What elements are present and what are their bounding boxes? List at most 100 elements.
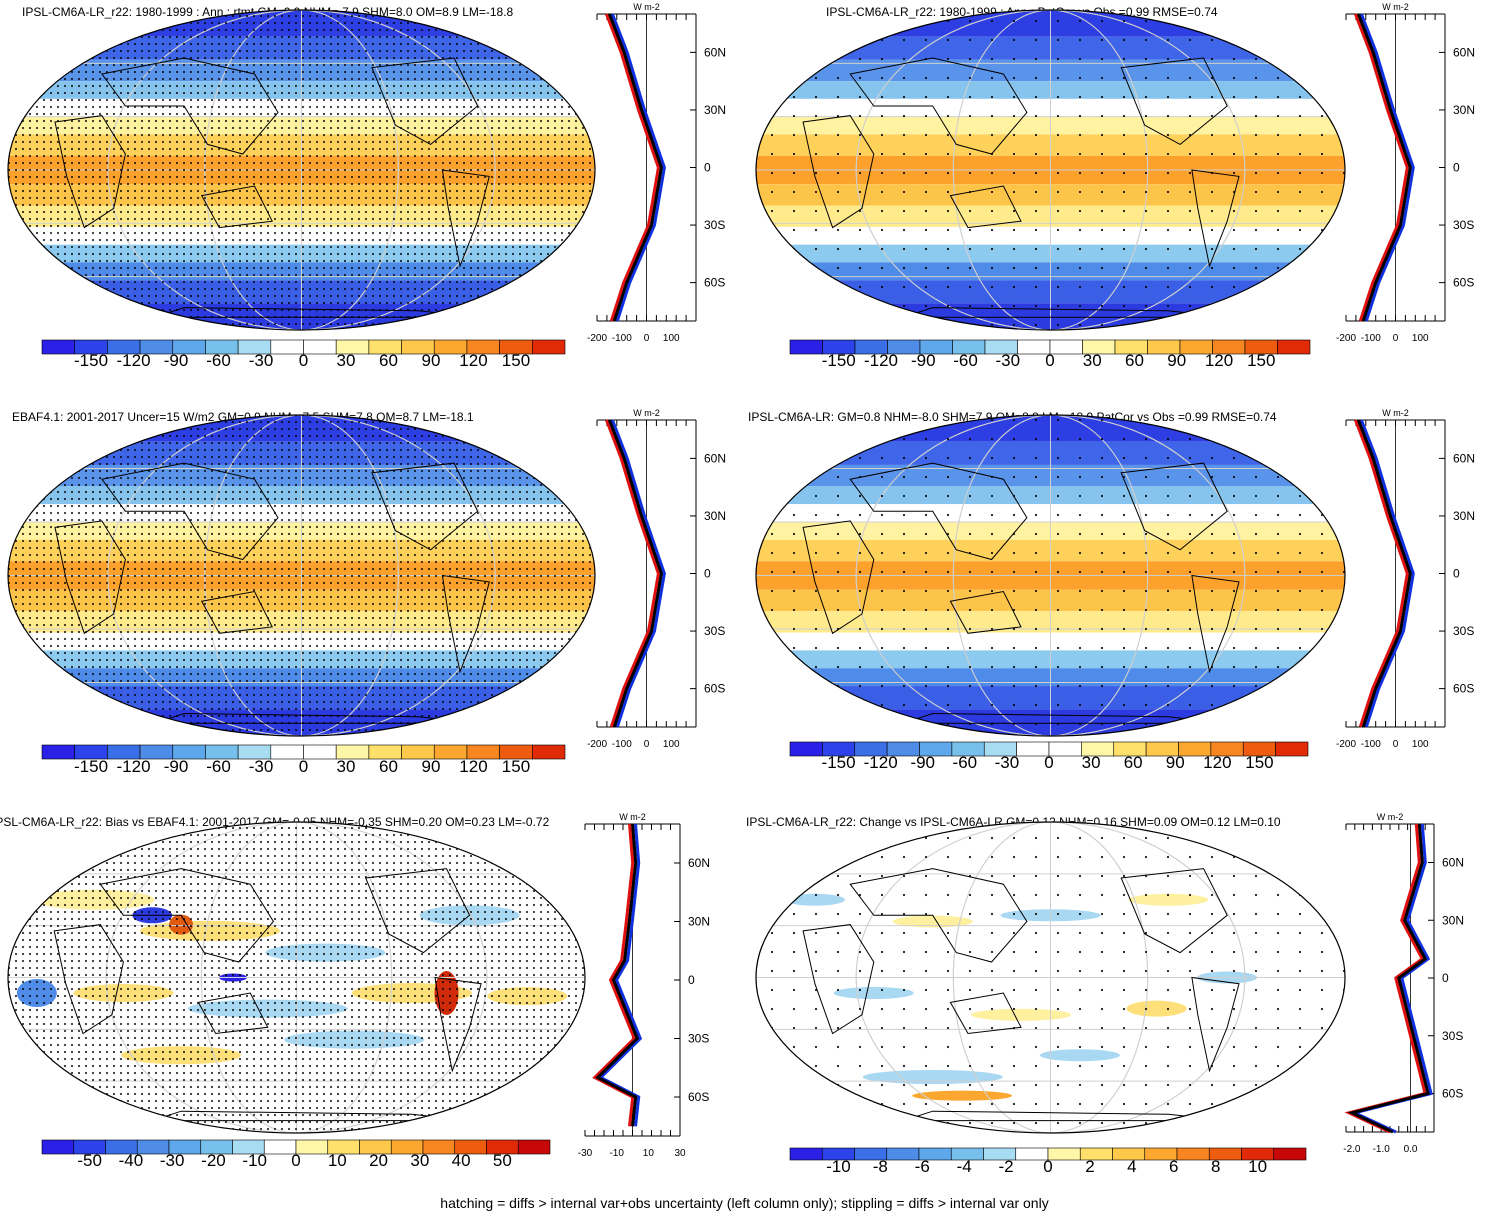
colorbar-swatch [1176,1147,1210,1161]
profile-x-tick-label: 0 [644,333,650,344]
colorbar-swatch [1275,741,1309,757]
profile-x-tick-label: 30 [674,1148,686,1159]
profile-x-tick-label: 100 [663,333,680,344]
colorbar-tick-label: 60 [379,351,398,370]
colorbar-swatch [1277,339,1311,355]
profile-y-tick-label: 60S [704,276,725,290]
colorbar-swatch [789,1147,823,1161]
colorbar-tick-label: -10 [242,1151,267,1170]
profile-series-line [605,419,660,728]
profile-y-tick-label: 60N [1453,45,1475,59]
profile-y-tick-label: 30S [1453,624,1474,638]
profile-x-tick-label: -1.0 [1373,1144,1391,1155]
colorbar-tick-label: -90 [910,753,935,772]
profile-x-tick-label: 100 [663,739,680,750]
profile-y-tick-label: 30S [704,624,725,638]
profile-series-line [611,13,666,322]
profile-x-tick-label: -10 [609,1148,624,1159]
colorbar-tick-label: 120 [459,351,487,370]
profile-series-line [1360,13,1415,322]
colorbar-tick-label: -90 [164,351,189,370]
profile-y-tick-label: 60S [688,1090,709,1104]
colorbar-tick-label: 20 [369,1151,388,1170]
colorbar-tick-label: 0 [299,351,308,370]
profile-y-tick-label: 60S [1453,682,1474,696]
colorbar-tick-label: 150 [502,757,530,776]
profile-unit-label: W m-2 [633,408,660,418]
colorbar-tick-label: -20 [201,1151,226,1170]
colorbar-tick-label: 0 [1045,351,1054,370]
colorbar-tick-label: 30 [1082,753,1101,772]
profile-x-tick-label: -100 [612,333,632,344]
colorbar-swatch [517,1139,551,1155]
colorbar-tick-label: 150 [502,351,530,370]
profile-x-tick-label: -200 [587,333,607,344]
profile-x-tick-label: 100 [1412,739,1429,750]
colorbar-tick-label: -30 [249,757,274,776]
profile-y-tick-label: 60N [704,451,726,465]
profile-series-line [595,823,640,1127]
colorbar-tick-label: 60 [1125,351,1144,370]
profile-unit-label: W m-2 [619,812,646,822]
profile-x-tick-label: 100 [1412,333,1429,344]
profile-y-tick-label: 30N [704,103,726,117]
colorbar-swatch [532,339,566,355]
profile-x-tick-label: -200 [1336,333,1356,344]
colorbar-tick-label: -120 [864,351,898,370]
profile-x-tick-label: 0 [644,739,650,750]
colorbar-tick-label: 2 [1085,1157,1094,1176]
profile-x-tick-label: -200 [1336,739,1356,750]
profile-y-tick-label: 60S [704,682,725,696]
colorbar-tick-label: -2 [999,1157,1014,1176]
profile-y-tick-label: 30N [1453,103,1475,117]
colorbar-tick-label: -90 [164,757,189,776]
profile-y-tick-label: 30S [1442,1029,1463,1043]
colorbar-tick-label: -40 [119,1151,144,1170]
profile-series-line [605,13,660,322]
profile-series-line [611,419,666,728]
profile-y-tick-label: 0 [704,161,711,175]
panel-title: IPSL-CM6A-LR_r22: Change vs IPSL-CM6A-LR… [746,815,1281,829]
zonal-profile: W m-2 -200 -100 0 100 60N 30N 0 30S 60S [1336,2,1475,344]
profile-y-tick-label: 60N [688,856,710,870]
profile-x-tick-label: -100 [1361,333,1381,344]
colorbar-tick-label: -30 [995,351,1020,370]
colorbar-tick-label: 60 [379,757,398,776]
colorbar-tick-label: -120 [864,753,898,772]
colorbar-tick-label: -90 [911,351,936,370]
profile-y-tick-label: 30S [688,1032,709,1046]
colorbar-swatch [1273,1147,1307,1161]
zonal-profile: W m-2 -30 -10 10 30 60N 30N 0 30S 60S [578,812,710,1159]
profile-series-line [1344,823,1427,1134]
profile-y-tick-label: 0 [1453,567,1460,581]
profile-series-line [608,13,663,322]
profile-y-tick-label: 60S [1453,276,1474,290]
colorbar-tick-label: -120 [117,757,151,776]
colorbar-tick-label: 30 [410,1151,429,1170]
colorbar-tick-label: -10 [826,1157,851,1176]
colorbar-tick-label: 150 [1247,351,1275,370]
colorbar-tick-label: 90 [422,351,441,370]
colorbar-tick-label: 0 [1044,753,1053,772]
colorbar-tick-label: -30 [160,1151,185,1170]
profile-x-tick-label: 10 [643,1148,655,1159]
profile-y-tick-label: 0 [704,567,711,581]
colorbar-tick-label: -150 [822,351,856,370]
profile-unit-label: W m-2 [1382,408,1409,418]
profile-series-line [1347,823,1430,1134]
colorbar-tick-label: 90 [422,757,441,776]
profile-y-tick-label: 30S [704,218,725,232]
colorbar-tick-label: -60 [953,753,978,772]
colorbar-tick-label: 0 [299,757,308,776]
colorbar-tick-label: 30 [337,757,356,776]
colorbar-tick-label: -60 [953,351,978,370]
colorbar-tick-label: 90 [1167,351,1186,370]
profile-x-tick-label: -100 [1361,739,1381,750]
zonal-profile: W m-2 -200 -100 0 100 60N 30N 0 30S 60S [587,2,726,344]
colorbar-tick-label: -150 [822,753,856,772]
profile-y-tick-label: 60S [1442,1087,1463,1101]
